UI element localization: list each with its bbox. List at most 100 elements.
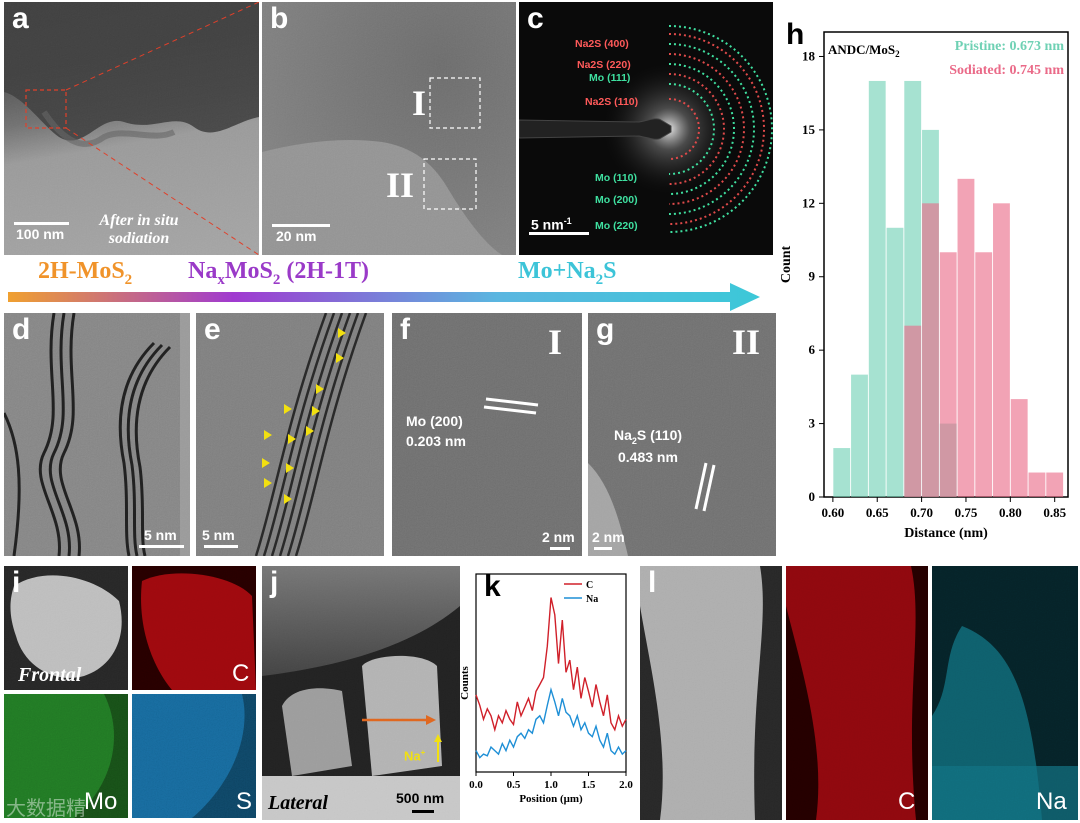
scale-bar-label: 20 nm: [276, 228, 317, 244]
element-label-c: C: [898, 788, 916, 815]
ring-label: Na2S (110): [585, 96, 639, 108]
ring-label: Na2S (220): [577, 59, 631, 71]
panel-label: k: [484, 570, 501, 603]
panel-a-tem-image: a 100 nm After in situ sodiation: [4, 2, 259, 255]
panel-label: g: [596, 313, 615, 346]
scale-bar: [139, 545, 184, 548]
ring-label: Mo (110): [595, 172, 638, 184]
region-ii-marker: II: [732, 322, 761, 362]
histogram-bar: [1010, 399, 1028, 497]
histogram-bar: [1028, 472, 1046, 497]
scale-bar: [204, 545, 238, 548]
x-tick-label: 0.65: [866, 505, 889, 520]
y-tick-label: 12: [802, 195, 815, 210]
panel-label: b: [270, 2, 289, 35]
histogram-bar: [904, 325, 922, 497]
scale-bar: [594, 547, 612, 550]
ring-label: Na2S (400): [575, 38, 629, 50]
scale-bar-label: 5 nm-1: [531, 216, 572, 233]
panel-e-layer-image: e 5 nm: [196, 313, 384, 556]
panel-h-histogram: h 0.60 0.65 0.70 0.75 0.80 0.85 0 3 6 9 12 15 18 Dist…: [776, 2, 1078, 555]
panel-l-na-map: Na: [932, 566, 1078, 820]
scale-bar-label: 5 nm: [144, 527, 177, 543]
panel-l-carbon-map: C: [786, 566, 928, 820]
scale-bar: [529, 232, 589, 235]
panel-label: i: [12, 566, 21, 599]
ion-label: Na+: [404, 748, 426, 764]
x-tick-label: 0.5: [507, 779, 521, 791]
profile-line-c: [475, 597, 627, 733]
panel-i-carbon-map: C: [132, 566, 256, 690]
scale-bar-exponent: -1: [563, 216, 572, 226]
panel-i-s-map: S: [132, 694, 256, 818]
panel-c-saed-pattern: c Na2S (400) Na2S (220) Mo (111) Na2S (1…: [519, 2, 773, 255]
region-i-marker: I: [412, 83, 427, 123]
x-tick-label: 2.0: [619, 779, 633, 791]
y-tick-label: 3: [809, 416, 816, 431]
lattice-spacing: 0.203 nm: [406, 433, 466, 449]
panel-f-lattice-image: f I Mo (200) 0.203 nm 2 nm: [392, 313, 582, 556]
stage-mo-na2s: Mo+Na2S: [518, 258, 617, 288]
scale-bar: [14, 222, 69, 225]
panel-i-mo-map: Mo: [4, 694, 128, 818]
histogram-bar: [868, 80, 886, 498]
region-i-marker: I: [548, 322, 563, 362]
y-tick-label: 15: [802, 122, 816, 137]
y-tick-label: 6: [809, 342, 816, 357]
scale-bar-label: 2 nm: [592, 529, 625, 545]
panel-label: f: [400, 313, 410, 346]
histogram-bar: [993, 203, 1010, 497]
panel-b-hrtem-image: b I II 20 nm: [262, 2, 516, 255]
panel-j-lateral-haadf: j Na+ Lateral 500 nm: [262, 566, 460, 820]
watermark: 大数据精: [6, 796, 86, 820]
chart-title-subscript: 2: [895, 49, 900, 59]
x-tick-label: 1.5: [582, 779, 596, 791]
y-axis-label: Count: [779, 245, 794, 283]
scale-bar-label: 500 nm: [396, 790, 445, 806]
element-label-mo: Mo: [84, 788, 118, 815]
histogram-bar: [975, 252, 993, 497]
panel-label: j: [270, 566, 279, 599]
scale-bar-value: 5 nm: [531, 216, 564, 233]
element-label-c: C: [232, 660, 250, 687]
lattice-plane: Mo (200): [406, 413, 463, 429]
panel-label: l: [648, 566, 657, 599]
element-label-na: Na: [1036, 788, 1067, 815]
histogram-bar: [922, 203, 939, 497]
panel-d-layer-image: d 5 nm: [4, 313, 190, 556]
y-tick-label: 0: [809, 489, 816, 504]
legend-entry: Na: [586, 594, 598, 605]
panel-label: d: [12, 313, 31, 346]
histogram-bar: [1046, 472, 1064, 497]
legend-entry: C: [586, 580, 593, 591]
x-axis-label: Position (μm): [519, 793, 583, 805]
x-tick-label: 0.70: [910, 505, 933, 520]
histogram-bar: [851, 374, 868, 497]
ring-label: Mo (200): [595, 194, 638, 206]
stage-2h-mos2: 2H-MoS2: [38, 258, 133, 288]
histogram-bar: [833, 448, 851, 497]
x-tick-label: 0.80: [999, 505, 1022, 520]
lattice-spacing: 0.483 nm: [618, 449, 678, 465]
panel-label: a: [12, 2, 29, 35]
scale-bar: [412, 810, 434, 813]
panel-g-lattice-image: g II Na2S (110) 0.483 nm 2 nm: [588, 313, 776, 556]
region-ii-marker: II: [386, 165, 415, 205]
panel-j-caption: Lateral: [268, 792, 328, 814]
panel-i-frontal-haadf: i Frontal: [4, 566, 128, 690]
legend-entry: Sodiated: 0.745 nm: [949, 63, 1064, 78]
scale-bar: [550, 547, 570, 550]
scale-bar-label: 2 nm: [542, 529, 575, 545]
histogram-bar: [957, 178, 975, 497]
panel-label: c: [527, 2, 544, 35]
panel-l-haadf: l: [640, 566, 782, 820]
y-axis-label: Counts: [460, 665, 471, 699]
stage-arrow-band: 2H-MoS2 NaxMoS2 (2H-1T) Mo+Na2S: [0, 256, 776, 312]
ring-label: Mo (220): [595, 220, 638, 232]
x-tick-label: 0.0: [469, 779, 483, 791]
stage-naxmos2: NaxMoS2 (2H-1T): [188, 258, 369, 288]
panel-label: h: [786, 18, 805, 51]
histogram-bar: [886, 227, 904, 497]
scale-bar: [272, 224, 330, 227]
profile-line-na: [475, 687, 627, 759]
